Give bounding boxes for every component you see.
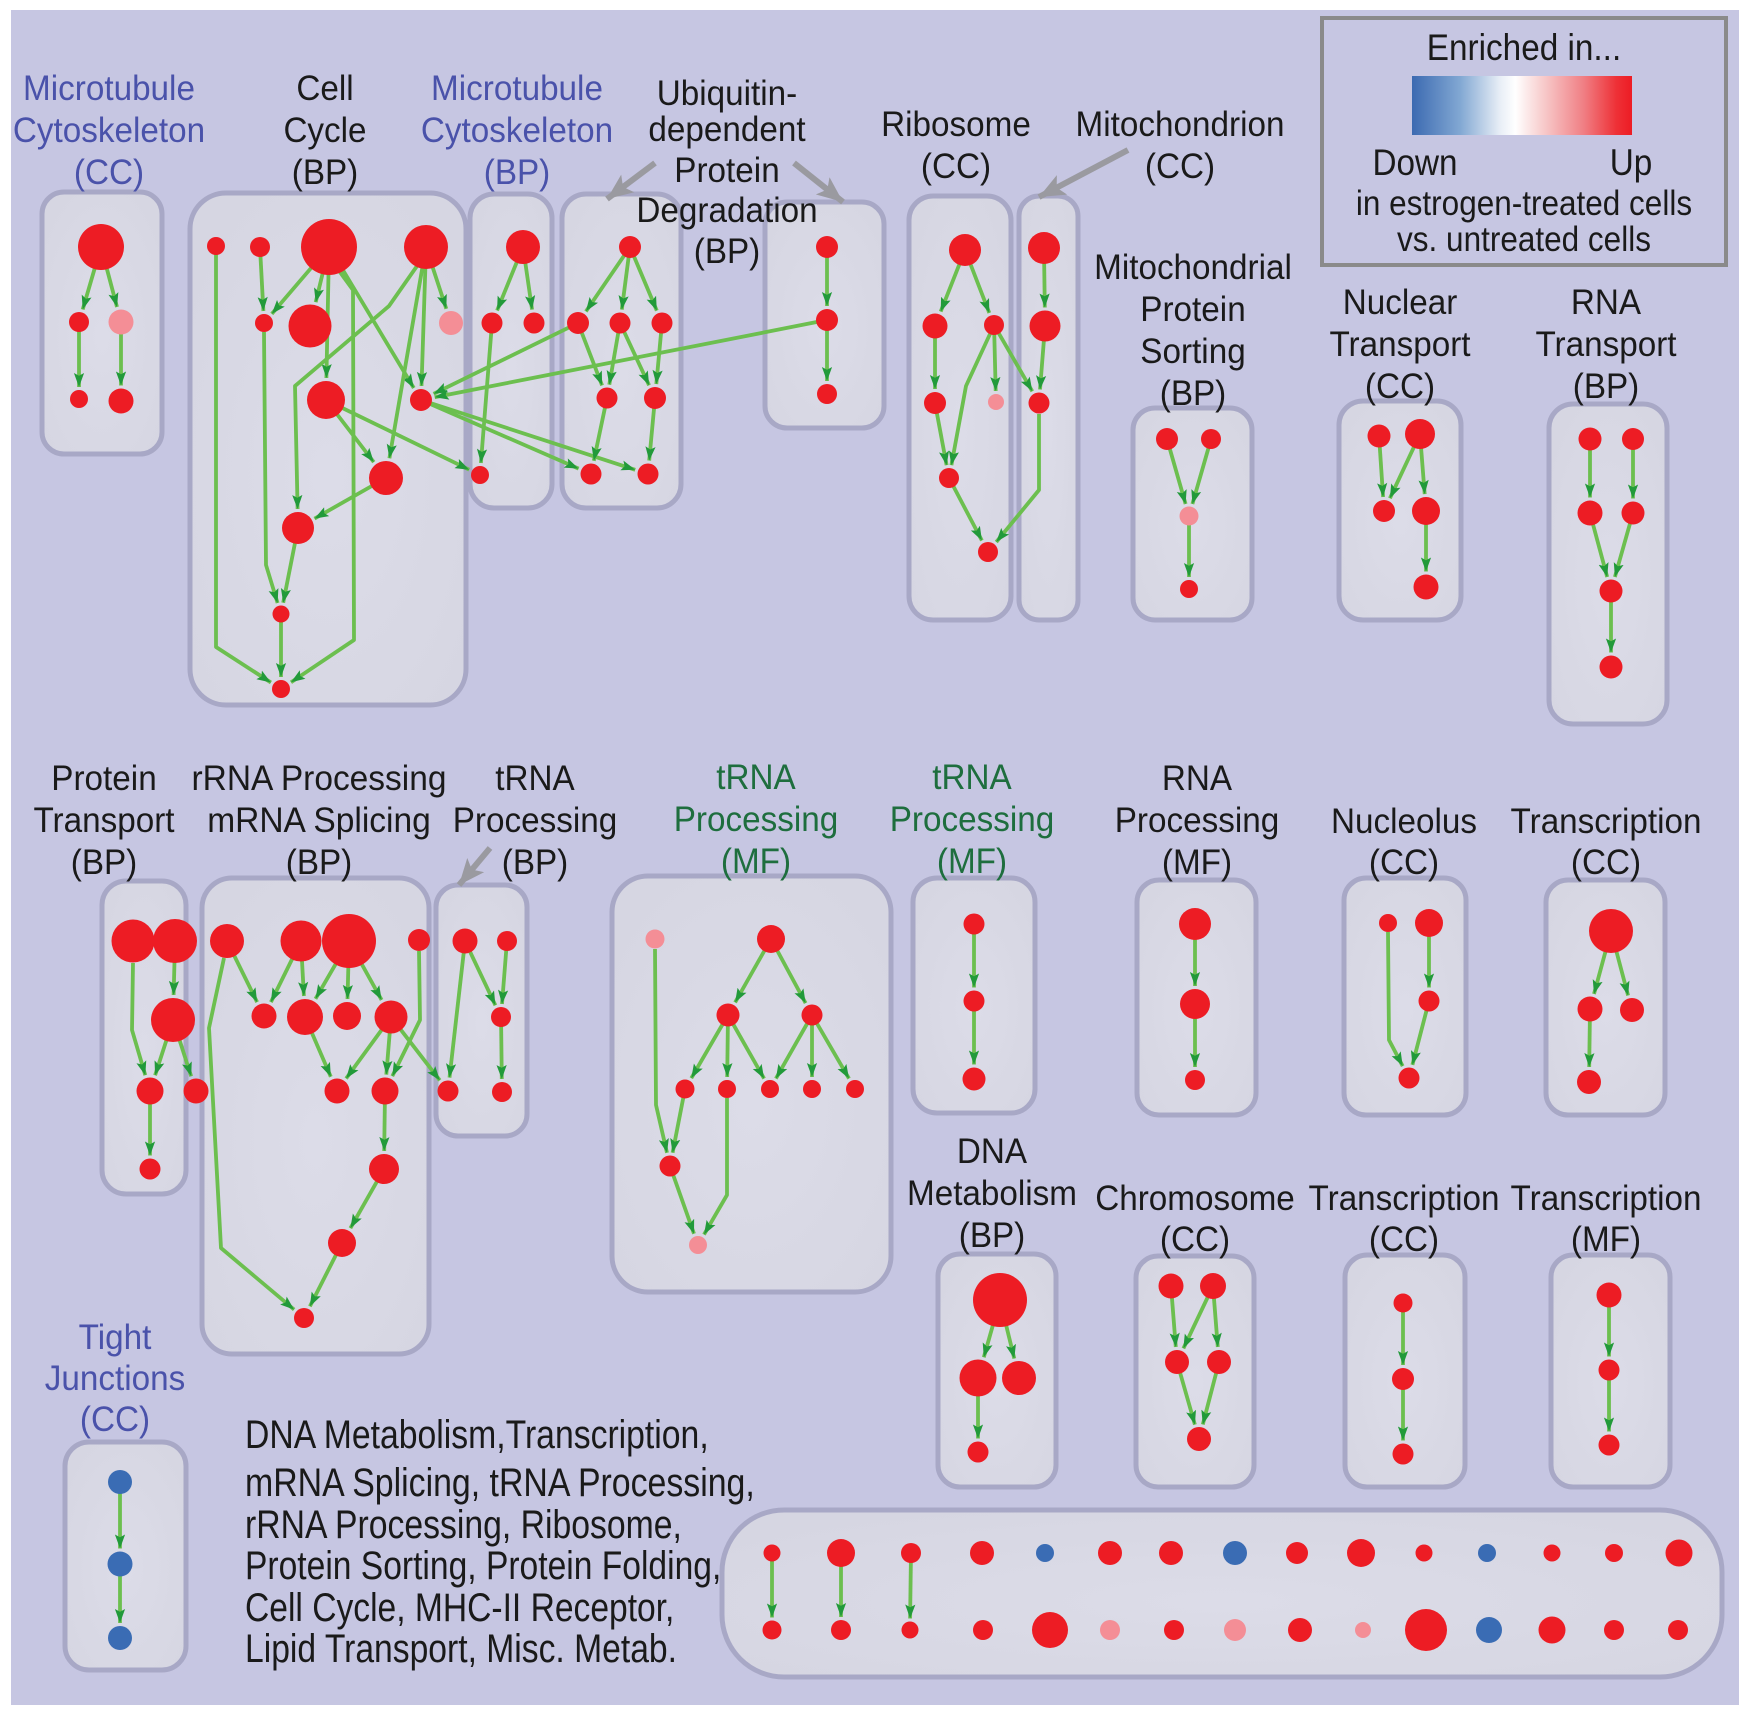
svg-text:(BP): (BP): [484, 153, 551, 192]
svg-text:Protein: Protein: [674, 151, 779, 190]
svg-text:(CC): (CC): [1369, 1220, 1439, 1259]
svg-text:tRNA: tRNA: [495, 759, 575, 798]
svg-text:(CC): (CC): [1369, 843, 1439, 882]
svg-text:Processing: Processing: [453, 801, 618, 840]
svg-text:(CC): (CC): [1365, 367, 1435, 406]
svg-text:(CC): (CC): [1160, 1220, 1230, 1259]
svg-text:(CC): (CC): [1145, 147, 1215, 186]
svg-text:Enriched in...: Enriched in...: [1427, 27, 1621, 68]
svg-text:Microtubule: Microtubule: [431, 69, 603, 108]
svg-text:tRNA: tRNA: [716, 758, 796, 797]
svg-text:rRNA Processing, Ribosome,: rRNA Processing, Ribosome,: [245, 1503, 682, 1547]
svg-text:Nucleolus: Nucleolus: [1331, 802, 1477, 841]
svg-text:(BP): (BP): [292, 153, 359, 192]
svg-text:(BP): (BP): [71, 843, 138, 882]
svg-text:DNA: DNA: [957, 1132, 1028, 1171]
svg-text:Chromosome: Chromosome: [1095, 1179, 1295, 1218]
svg-text:vs. untreated cells: vs. untreated cells: [1397, 220, 1651, 259]
svg-text:mRNA Splicing: mRNA Splicing: [207, 801, 431, 840]
svg-text:RNA: RNA: [1571, 283, 1642, 322]
svg-text:Tight: Tight: [79, 1318, 152, 1357]
svg-text:Microtubule: Microtubule: [23, 69, 195, 108]
svg-text:rRNA Processing: rRNA Processing: [192, 759, 447, 798]
svg-text:tRNA: tRNA: [932, 758, 1012, 797]
svg-text:(BP): (BP): [694, 232, 761, 271]
svg-text:RNA: RNA: [1162, 759, 1233, 798]
svg-text:Lipid Transport, Misc. Metab.: Lipid Transport, Misc. Metab.: [245, 1627, 677, 1671]
svg-text:Down: Down: [1372, 142, 1457, 183]
svg-text:Protein: Protein: [1140, 290, 1245, 329]
svg-text:Transport: Transport: [33, 801, 174, 840]
svg-text:(MF): (MF): [937, 842, 1007, 881]
svg-text:Cytoskeleton: Cytoskeleton: [13, 111, 205, 150]
svg-text:Transcription: Transcription: [1511, 1179, 1702, 1218]
svg-text:Transport: Transport: [1535, 325, 1676, 364]
svg-text:Nuclear: Nuclear: [1343, 283, 1458, 322]
svg-text:(MF): (MF): [721, 842, 791, 881]
svg-text:Ribosome: Ribosome: [881, 105, 1031, 144]
svg-text:Processing: Processing: [674, 800, 839, 839]
svg-text:Junctions: Junctions: [45, 1359, 186, 1398]
svg-text:(CC): (CC): [921, 147, 991, 186]
svg-text:(CC): (CC): [74, 153, 144, 192]
svg-text:Ubiquitin-: Ubiquitin-: [657, 74, 798, 113]
svg-text:Transport: Transport: [1329, 325, 1470, 364]
svg-text:Metabolism: Metabolism: [907, 1174, 1077, 1213]
svg-text:Protein: Protein: [51, 759, 156, 798]
svg-text:Up: Up: [1610, 142, 1653, 183]
svg-text:(MF): (MF): [1571, 1220, 1641, 1259]
svg-text:(BP): (BP): [286, 843, 353, 882]
svg-text:Transcription: Transcription: [1309, 1179, 1500, 1218]
svg-text:Transcription: Transcription: [1511, 802, 1702, 841]
svg-text:(MF): (MF): [1162, 843, 1232, 882]
svg-text:DNA Metabolism,Transcription,: DNA Metabolism,Transcription,: [245, 1413, 709, 1457]
svg-text:Sorting: Sorting: [1140, 332, 1245, 371]
svg-text:Cytoskeleton: Cytoskeleton: [421, 111, 613, 150]
svg-text:(BP): (BP): [502, 843, 569, 882]
svg-text:Degradation: Degradation: [636, 191, 817, 230]
svg-text:Protein Sorting, Protein Foldi: Protein Sorting, Protein Folding,: [245, 1544, 721, 1588]
svg-text:dependent: dependent: [648, 110, 805, 149]
svg-text:(CC): (CC): [1571, 843, 1641, 882]
svg-text:(BP): (BP): [1573, 367, 1640, 406]
svg-text:mRNA Splicing, tRNA Processing: mRNA Splicing, tRNA Processing,: [245, 1461, 755, 1505]
svg-text:Processing: Processing: [890, 800, 1055, 839]
svg-text:Cell: Cell: [296, 69, 353, 108]
svg-text:in estrogen-treated cells: in estrogen-treated cells: [1356, 184, 1692, 223]
svg-text:(BP): (BP): [959, 1216, 1026, 1255]
svg-text:Mitochondrion: Mitochondrion: [1076, 105, 1285, 144]
svg-text:Mitochondrial: Mitochondrial: [1094, 248, 1292, 287]
svg-text:Cell Cycle, MHC-II Receptor,: Cell Cycle, MHC-II Receptor,: [245, 1586, 674, 1630]
svg-text:Cycle: Cycle: [283, 111, 366, 150]
svg-text:Processing: Processing: [1115, 801, 1280, 840]
svg-text:(BP): (BP): [1160, 374, 1227, 413]
svg-text:(CC): (CC): [80, 1400, 150, 1439]
